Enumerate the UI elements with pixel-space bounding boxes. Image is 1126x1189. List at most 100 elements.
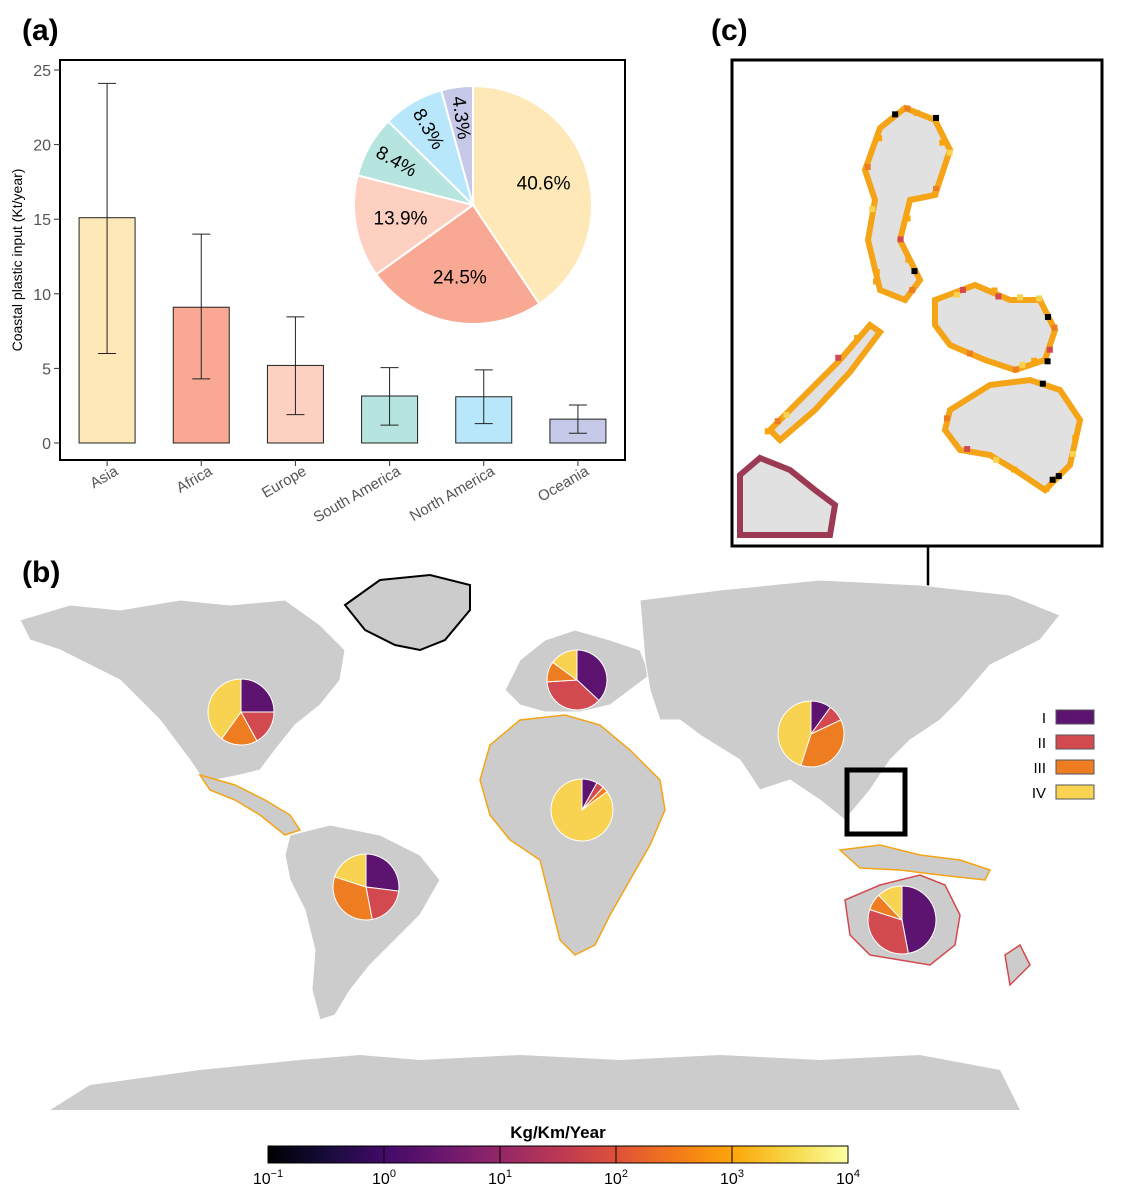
map-pie-slice [550,778,614,842]
x-tick-label: North America [407,462,498,525]
new-zealand-shape [1004,943,1031,987]
coast-pixel [1019,361,1026,368]
coast-pixel [869,206,876,213]
coast-pixel [892,111,899,118]
coast-pixel [764,428,771,435]
antarctica-shape [50,1055,1020,1110]
colorbar-tick-label: 100 [372,1168,396,1188]
coast-pixel [1016,294,1023,301]
coast-pixel [1044,358,1051,365]
panel-label-b: (b) [22,556,61,589]
coast-pixel [1049,476,1056,483]
map-pie-slice [777,700,812,767]
colorbar-tick-label: 101 [488,1168,512,1188]
x-tick-label: Africa [174,462,216,496]
coast-pixel [933,185,940,192]
y-axis-label: Coastal plastic input (Kt/year) [9,169,25,352]
coast-pixel [1043,485,1050,492]
legend-label: I [1042,710,1046,727]
map-pie-slice [800,719,845,768]
y-tick-label: 25 [33,63,51,80]
coast-pixel [904,215,911,222]
y-tick-label: 20 [33,138,51,155]
x-tick-label: South America [311,462,405,526]
map-pie-slice [878,885,903,922]
coast-pixel [1039,380,1046,387]
coast-pixel [774,418,781,425]
coast-pixel [991,287,998,294]
colorbar-tick-label: 102 [604,1168,628,1188]
coast-pixel [1044,314,1051,321]
coast-pixel [835,354,842,361]
legend-swatch [1055,784,1095,800]
greenland-shape [343,573,471,652]
coast-pixel [939,139,946,146]
map-pie-slice [365,886,400,921]
colorbar: Kg/Km/Year 10−1 100 101 102 103 104 [253,1123,860,1188]
coast-pixel [909,286,916,293]
y-tick-label: 15 [33,212,51,229]
map-pie-slice [365,853,400,892]
coast-pixel [946,149,953,156]
colorbar-title: Kg/Km/Year [510,1123,606,1142]
central-america-shape [198,773,302,836]
palawan-island [765,320,885,445]
coast-pixel [1036,295,1043,302]
coast-pixel [1070,451,1077,458]
panel-label-c: (c) [711,14,748,47]
coast-pixel [783,411,790,418]
x-tick-label: Europe [259,463,309,502]
indonesia-shape [838,844,992,881]
coast-pixel [905,256,912,263]
y-tick-label: 5 [42,361,51,378]
colorbar-tick-label: 103 [720,1168,744,1188]
north-america-shape [19,599,346,781]
pie-slice [472,84,593,306]
colorbar-tick-label: 104 [836,1168,860,1188]
coast-pixel [995,293,1002,300]
coast-pixel [913,109,920,116]
coast-pixel [964,446,971,453]
coast-pixel [911,268,918,275]
map-pie-slice [240,678,275,713]
coast-pixel [1046,346,1053,353]
legend-swatch [1055,709,1095,725]
map-pie-slice [867,908,909,955]
legend-label: IV [1032,785,1046,802]
y-tick-label: 0 [42,436,51,453]
map-pie-slice [576,649,608,702]
coast-pixel [1051,324,1058,331]
y-tick-label: 10 [33,287,51,304]
legend-label: II [1038,735,1046,752]
coast-pixel [1011,466,1018,473]
coast-pixel [873,278,880,285]
map-pie-slice [207,678,242,740]
coast-pixel [1031,357,1038,364]
coast-pixel [904,105,911,112]
coast-pixel [897,236,904,243]
coast-pixel [854,334,861,341]
coast-pixel [953,291,960,298]
x-tick-label: Asia [87,462,121,492]
pie-slice [353,174,476,276]
philippines-inset [730,58,1104,548]
panel-label-a: (a) [22,14,59,47]
pie-slice [440,84,474,206]
legend-swatch [1055,734,1095,750]
coast-pixel [943,415,950,422]
map-pie-slice [546,679,600,711]
map-pie-slice [901,885,937,954]
coast-pixel [933,114,940,121]
map-pie-slice [333,853,367,888]
legend-label: III [1033,760,1046,777]
coast-pixel [959,286,966,293]
coast-pixel [1012,366,1019,373]
legend-swatch [1055,759,1095,775]
pie-label: 24.5% [433,268,487,289]
coast-pixel [1072,434,1079,441]
bar-chart-panel: 0 5 10 15 20 25 Coastal plastic input (Kt/year… [9,59,626,526]
borneo-coast [737,454,839,538]
coast-pixel [1055,473,1062,480]
